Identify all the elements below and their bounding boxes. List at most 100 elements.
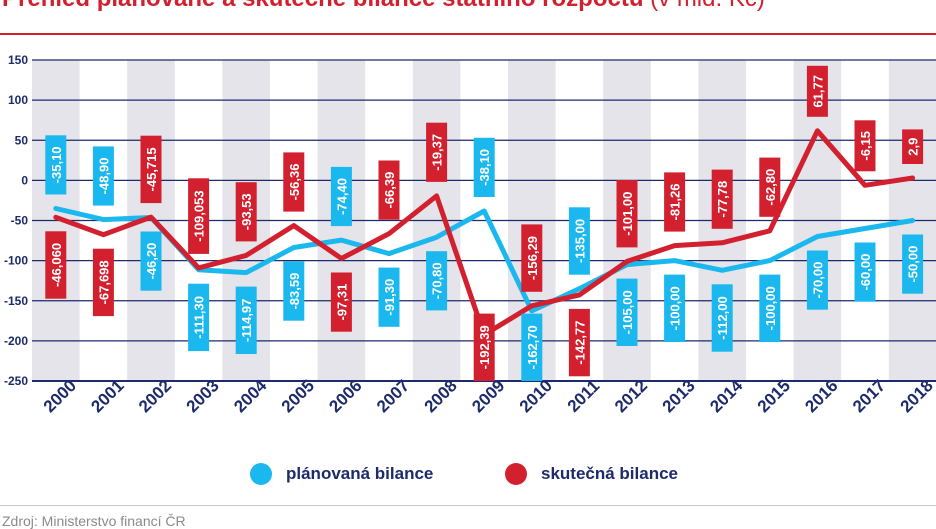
actual-value-label: -62,80: [759, 157, 781, 217]
legend-item-actual: skutečná bilance: [505, 462, 678, 486]
actual-value-label-text: -62,80: [763, 169, 778, 206]
actual-value-label: -6,15: [854, 120, 876, 172]
actual-value-label: -109,053: [188, 178, 210, 254]
planned-value-label-text: -74,40: [334, 178, 349, 215]
footer-divider: [0, 505, 936, 506]
actual-value-label-text: -66,39: [382, 172, 397, 209]
planned-value-label-box: [664, 274, 686, 342]
actual-value-label-text: -101,00: [620, 192, 635, 236]
x-tick-label: 2015: [754, 376, 794, 416]
planned-value-label-box: [473, 137, 495, 197]
y-tick-label: 150: [8, 53, 28, 67]
planned-value-label-text: -38,10: [477, 149, 492, 186]
x-tick-label: 2008: [421, 376, 461, 416]
x-tick-label: 2010: [516, 376, 556, 416]
chart-title-main: Přehled plánované a skutečné bilance stá…: [2, 0, 643, 12]
actual-value-label-text: -19,37: [430, 134, 445, 171]
planned-value-label: -162,70: [521, 313, 543, 381]
y-tick-label: -200: [4, 334, 28, 348]
actual-value-label-box: [378, 160, 400, 220]
actual-value-label-box: [806, 65, 828, 117]
actual-value-label-box: [616, 179, 638, 248]
planned-value-label-text: -50,00: [906, 246, 921, 283]
actual-value-label-box: [568, 308, 590, 377]
actual-value-label: -101,00: [616, 179, 638, 248]
x-tick-label: 2001: [87, 376, 127, 416]
actual-value-label-box: [854, 120, 876, 172]
actual-value-label-text: -142,77: [572, 321, 587, 365]
actual-value-label-text: -45,715: [144, 147, 159, 191]
x-tick-label: 2005: [278, 376, 318, 416]
x-tick-label: 2007: [373, 376, 413, 416]
x-tick-label: 2002: [135, 376, 175, 416]
x-tick-label: 2016: [801, 376, 841, 416]
planned-value-label: -70,00: [806, 250, 828, 310]
planned-value-label-text: -35,10: [49, 146, 64, 183]
planned-value-label-text: -135,00: [572, 219, 587, 263]
actual-value-label: -45,715: [140, 135, 162, 204]
actual-value-label-text: -67,698: [96, 260, 111, 304]
planned-value-label: -70,80: [426, 251, 448, 311]
x-tick-label: 2013: [659, 376, 699, 416]
legend-label-planned: plánovaná bilance: [286, 464, 434, 483]
planned-value-label-box: [806, 250, 828, 310]
actual-value-label-box: [188, 178, 210, 254]
planned-value-label: -35,10: [45, 135, 67, 195]
actual-value-label-box: [45, 231, 67, 299]
actual-value-label-text: -109,053: [192, 190, 207, 241]
planned-value-label: -112,00: [711, 284, 733, 352]
planned-value-label-box: [568, 207, 590, 275]
chart-title-unit: (v mld. Kč): [650, 0, 765, 12]
actual-value-label: -156,29: [521, 224, 543, 292]
legend-marker-planned: [250, 463, 272, 485]
planned-value-label: -114,97: [235, 286, 257, 354]
planned-value-label-box: [902, 234, 924, 294]
planned-value-label: -135,00: [568, 207, 590, 275]
actual-value-label: -93,53: [235, 182, 257, 242]
actual-value-label-box: [664, 172, 686, 232]
planned-value-label-box: [854, 242, 876, 302]
planned-value-label-text: -70,00: [810, 262, 825, 299]
actual-value-label-box: [759, 157, 781, 217]
planned-value-label-text: -111,30: [192, 296, 207, 339]
planned-value-label: -105,00: [616, 278, 638, 346]
actual-value-label-text: -97,31: [334, 284, 349, 321]
planned-value-label-box: [521, 313, 543, 381]
actual-value-label: 2,9: [902, 129, 924, 164]
planned-value-label-box: [616, 278, 638, 346]
planned-balance-line: [53, 206, 916, 314]
planned-value-label-box: [378, 267, 400, 327]
planned-value-label-text: -91,30: [382, 279, 397, 316]
x-tick-label: 2018: [897, 376, 936, 416]
actual-value-label: -67,698: [92, 248, 114, 317]
planned-value-label: -74,40: [330, 166, 352, 227]
actual-value-label-text: -93,53: [239, 193, 254, 230]
x-tick-label: 2003: [183, 376, 223, 416]
planned-value-label-text: -60,00: [858, 254, 873, 291]
y-tick-label: 100: [8, 93, 28, 107]
actual-value-label: -81,26: [664, 172, 686, 232]
planned-value-label-text: -162,70: [525, 325, 540, 369]
planned-value-label: -83,59: [283, 261, 305, 321]
actual-value-label-box: [283, 152, 305, 212]
planned-value-label-text: -112,00: [715, 296, 730, 339]
legend-label-actual: skutečná bilance: [541, 464, 679, 483]
planned-value-label-box: [45, 135, 67, 195]
planned-value-label-box: [92, 146, 114, 206]
planned-value-label-box: [426, 251, 448, 311]
actual-value-label: -192,39: [473, 313, 495, 381]
planned-value-label-box: [759, 274, 781, 342]
planned-value-label: -38,10: [473, 137, 495, 197]
planned-value-label-box: [711, 284, 733, 352]
chart-title: Přehled plánované a skutečné bilance stá…: [2, 0, 936, 12]
planned-value-label-text: -100,00: [668, 286, 683, 330]
x-tick-label: 2017: [849, 376, 889, 416]
actual-value-label-text: -156,29: [525, 236, 540, 280]
actual-value-label-box: [426, 122, 448, 182]
actual-value-label-box: [902, 129, 924, 164]
x-tick-label: 2012: [611, 376, 651, 416]
planned-value-label: -100,00: [664, 274, 686, 342]
actual-value-label: -56,36: [283, 152, 305, 212]
planned-value-label-box: [330, 166, 352, 227]
